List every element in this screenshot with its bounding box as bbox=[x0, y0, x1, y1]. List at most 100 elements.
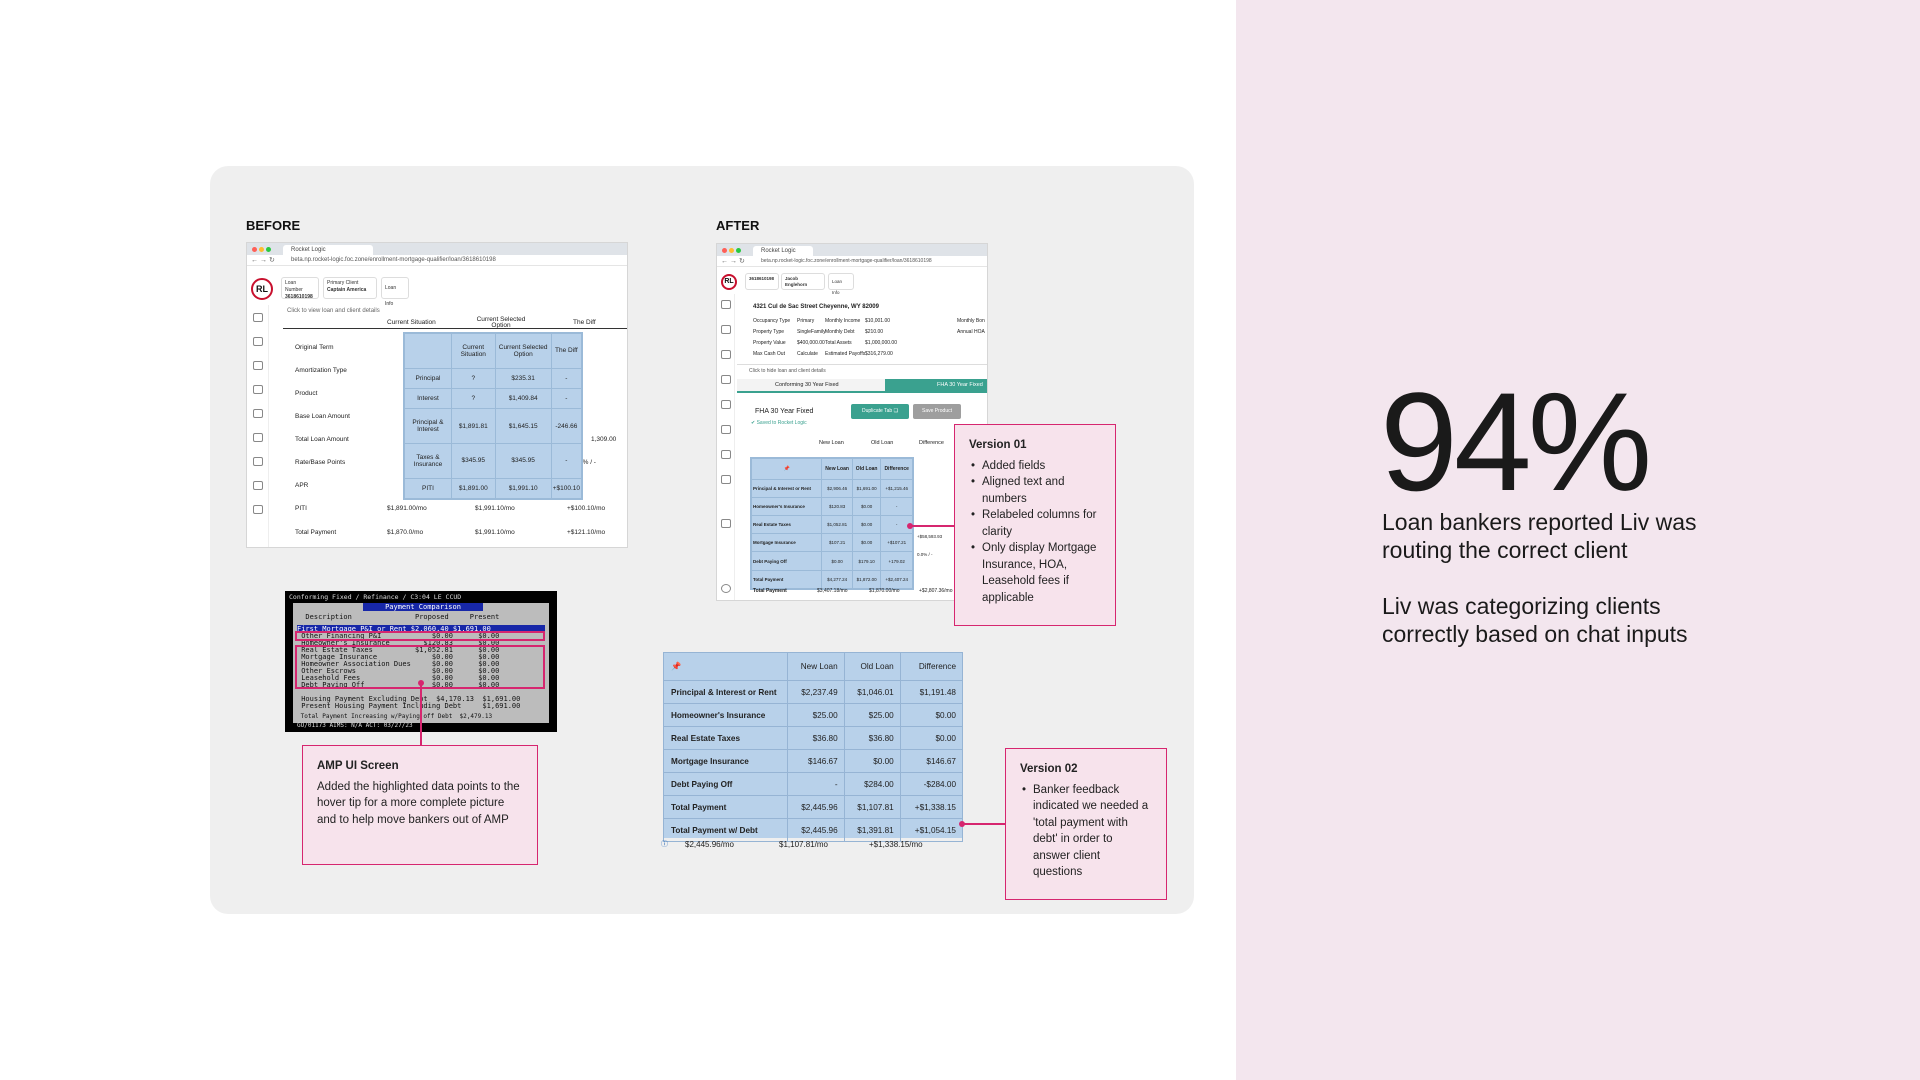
amp-title-line: Conforming Fixed / Refinance / C3:04 LE … bbox=[289, 593, 462, 601]
loan-icon[interactable] bbox=[253, 409, 263, 418]
click-hint[interactable]: Click to view loan and client details bbox=[287, 308, 380, 314]
amp-connector-dot bbox=[418, 680, 424, 686]
dashboard-icon[interactable] bbox=[721, 300, 731, 309]
hover-cell: $1,891.00 bbox=[450, 477, 496, 500]
row-amortization: Amortization Type bbox=[295, 367, 347, 374]
hover-cell: $179.10 bbox=[851, 551, 882, 571]
before-url-bar[interactable]: ←→↻ beta.np.rocket-logic.foc.zone/enrollm… bbox=[247, 255, 627, 266]
list-item: Only display Mortgage Insurance, HOA, Le… bbox=[969, 540, 1101, 606]
v2-cell: Total Payment bbox=[663, 795, 788, 819]
detail-value: $210.00 bbox=[865, 329, 884, 335]
hover-cell: +$107.21 bbox=[880, 533, 913, 553]
piggy-bank-icon[interactable] bbox=[253, 433, 263, 442]
document-icon[interactable] bbox=[253, 481, 263, 490]
tab-fha-label[interactable]: FHA 30 Year Fixed bbox=[937, 382, 983, 388]
save-product-button[interactable]: Save Product bbox=[913, 404, 961, 419]
stat-line-1: Loan bankers reported Liv was routing th… bbox=[1382, 509, 1697, 563]
after-sidebar bbox=[717, 294, 735, 600]
hover-cell: PITI bbox=[404, 477, 452, 500]
click-hint[interactable]: Click to hide loan and client details bbox=[749, 368, 826, 374]
table-row: Taxes & Insurance $345.95 $345.95- bbox=[404, 442, 583, 479]
v2-annotation: Version 02 Banker feedback indicated we … bbox=[1005, 748, 1167, 900]
table-row: Principal & Interest $1,891.81 $1,645.15 -2… bbox=[404, 408, 583, 444]
rl-logo: RL bbox=[251, 278, 273, 300]
v2-connector bbox=[963, 823, 1005, 825]
v2-header: Difference bbox=[899, 652, 964, 681]
hover-cell: $0.00 bbox=[851, 533, 882, 553]
hover-cell: ? bbox=[450, 367, 496, 389]
messages-icon[interactable] bbox=[253, 457, 263, 466]
dashboard-icon[interactable] bbox=[253, 313, 263, 322]
after-browser-tab[interactable]: Rocket Logic bbox=[753, 246, 813, 256]
tag-icon[interactable] bbox=[721, 519, 731, 528]
pin-icon: 📌 bbox=[750, 458, 823, 480]
checklist-icon[interactable] bbox=[253, 361, 263, 370]
v1-list: Added fields Aligned text and numbers Re… bbox=[969, 458, 1101, 607]
people-icon[interactable] bbox=[721, 375, 731, 384]
minimize-dot-icon bbox=[729, 248, 734, 253]
loan-number-box[interactable]: 3618610198 bbox=[745, 273, 779, 290]
primary-client-box[interactable]: Primary Client Captain America bbox=[323, 277, 377, 299]
list-item: Added fields bbox=[969, 458, 1101, 475]
hover-cell: The Diff bbox=[550, 333, 583, 369]
piti-selected: $1,991.10/mo bbox=[475, 505, 515, 512]
before-browser-tab[interactable]: Rocket Logic bbox=[283, 245, 373, 255]
total-current: $1,870.0/mo bbox=[387, 529, 424, 536]
detail-label: Estimated Payoffs bbox=[825, 351, 866, 357]
v2-cell: $2,445.96 bbox=[787, 818, 845, 842]
hover-cell bbox=[404, 333, 452, 369]
close-dot-icon bbox=[722, 248, 727, 253]
v2-table-panel: 📌 New Loan Old Loan Difference Principal… bbox=[663, 652, 964, 842]
v2-cell: -$284.00 bbox=[899, 772, 964, 796]
after-url: beta.np.rocket-logic.foc.zone/enrollment… bbox=[761, 258, 932, 264]
hover-cell: Principal & Interest bbox=[404, 408, 452, 444]
hover-cell: $1,891.81 bbox=[450, 408, 496, 444]
table-row: 📌 New Loan Old Loan Difference bbox=[663, 652, 964, 681]
home-icon[interactable] bbox=[253, 505, 263, 514]
amp-screen: Payment Comparison Description Proposed … bbox=[293, 603, 549, 723]
v2-cell: $0.00 bbox=[899, 703, 964, 727]
loan-info-button[interactable]: Loan Info bbox=[828, 273, 854, 295]
detail-value: Calculate bbox=[797, 351, 818, 357]
duplicate-tab-button[interactable]: Duplicate Tab ❏ bbox=[851, 404, 909, 419]
settings-icon[interactable] bbox=[721, 584, 731, 593]
primary-client-box[interactable]: Jacob Englehorn bbox=[781, 273, 825, 290]
v2-footer-old: $1,107.81/mo bbox=[779, 840, 828, 849]
hover-cell: Difference bbox=[880, 458, 913, 480]
checklist-icon[interactable] bbox=[721, 350, 731, 359]
banking-icon[interactable] bbox=[253, 337, 263, 346]
v2-footer-new: $2,445.96/mo bbox=[685, 840, 734, 849]
before-hover-tooltip: Current Situation Current Selected Optio… bbox=[403, 332, 583, 500]
tab-conforming[interactable]: Conforming 30 Year Fixed bbox=[775, 382, 839, 388]
v2-cell: $0.00 bbox=[843, 749, 901, 773]
row-original-term: Original Term bbox=[295, 344, 334, 351]
detail-label: Total Assets bbox=[825, 340, 852, 346]
tab-fha-active[interactable] bbox=[885, 379, 987, 393]
document-icon[interactable] bbox=[721, 475, 731, 484]
people-icon[interactable] bbox=[253, 385, 263, 394]
detail-value: Primary bbox=[797, 318, 815, 324]
loan-number: 3618610198 bbox=[285, 294, 313, 300]
amp-terminal: Conforming Fixed / Refinance / C3:04 LE … bbox=[285, 591, 557, 732]
loan-number-box[interactable]: Loan Number 3618610198 bbox=[281, 277, 319, 300]
detail-label: Property Value bbox=[753, 340, 786, 346]
loan-icon[interactable] bbox=[721, 400, 731, 409]
stat-value: 94% bbox=[1380, 363, 1652, 520]
loan-info-button[interactable]: Loan Info bbox=[381, 277, 409, 307]
hover-cell: Interest bbox=[404, 387, 452, 410]
table-row: Total Payment $2,445.96 $1,107.81 +$1,338.1… bbox=[663, 795, 964, 819]
v2-cell: Total Payment w/ Debt bbox=[663, 818, 788, 842]
hover-cell: - bbox=[550, 387, 583, 410]
after-url-bar[interactable]: ←→↻ beta.np.rocket-logic.foc.zone/enrollm… bbox=[717, 256, 987, 267]
piti-current: $1,891.00/mo bbox=[387, 505, 427, 512]
hover-cell: Total Payment bbox=[750, 569, 823, 590]
detail-label: Annual HOA bbox=[957, 329, 985, 335]
table-row: Principal & Interest or Rent $2,906.46 $1,… bbox=[750, 478, 913, 498]
messages-icon[interactable] bbox=[721, 450, 731, 459]
before-sidebar bbox=[247, 305, 269, 547]
piggy-bank-icon[interactable] bbox=[721, 425, 731, 434]
amp-connector bbox=[420, 683, 422, 745]
hover-cell: - bbox=[550, 367, 583, 389]
banking-icon[interactable] bbox=[721, 325, 731, 334]
